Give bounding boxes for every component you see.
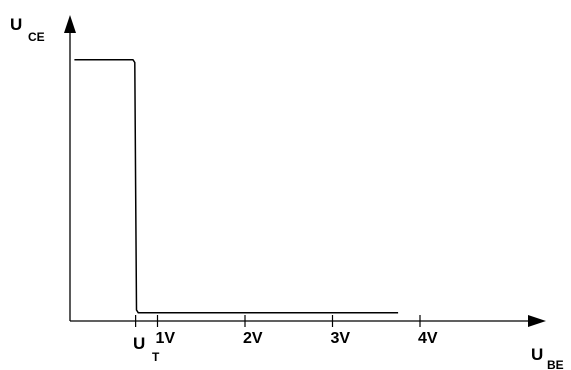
x-tick-label-2: 2V [243, 330, 263, 347]
y-axis-label-sub: CE [28, 30, 45, 44]
axes [64, 15, 546, 327]
series-line-1 [74, 59, 399, 314]
axis-labels: U CE U BE U T [10, 15, 564, 370]
threshold-label-sub: T [152, 350, 160, 364]
x-tick-label-4: 4V [418, 330, 438, 347]
y-axis-arrow-icon [64, 15, 76, 33]
x-axis-label-sub: BE [547, 358, 564, 370]
x-axis-arrow-icon [528, 315, 546, 327]
x-axis-label-main: U [531, 345, 543, 364]
series [74, 59, 399, 314]
x-ticks: 1V 2V 3V 4V [135, 315, 438, 347]
x-tick-label-1: 1V [156, 330, 176, 347]
x-tick-label-3: 3V [331, 330, 351, 347]
y-axis-label-main: U [10, 15, 22, 34]
threshold-label-main: U [133, 334, 145, 353]
